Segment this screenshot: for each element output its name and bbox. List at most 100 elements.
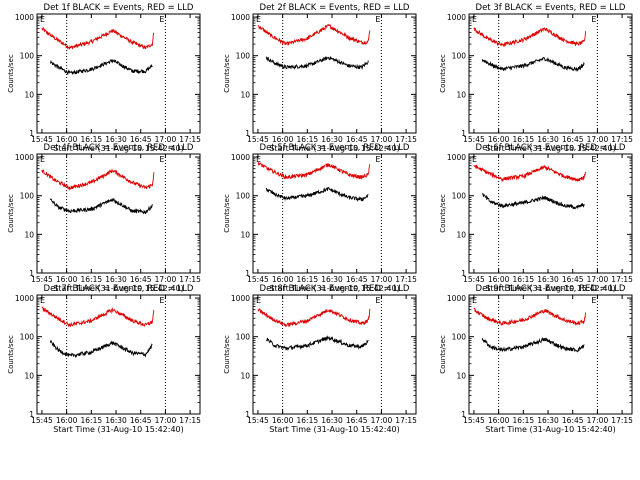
y-tick-label: 1000 xyxy=(447,294,466,303)
y-tick-label: 1 xyxy=(29,129,34,138)
flag-label: E xyxy=(256,155,261,164)
flag-label: E xyxy=(472,155,477,164)
detector-panel-9: Det 9f BLACK = Events, RED = LLD 1 10 100 10… xyxy=(439,284,633,434)
flag-label: E xyxy=(591,15,596,24)
x-tick-label: 16:00 xyxy=(488,275,510,284)
series-line-lld xyxy=(41,169,155,191)
series-line-lld xyxy=(473,164,587,183)
y-tick-label: 100 xyxy=(452,52,467,61)
x-tick-label: 17:15 xyxy=(611,416,633,425)
flag-label: E xyxy=(159,15,164,24)
x-tick-label: 16:15 xyxy=(81,135,103,144)
x-tick-label: 16:45 xyxy=(346,416,368,425)
y-tick-label: 100 xyxy=(236,52,251,61)
x-tick-label: 16:00 xyxy=(488,416,510,425)
series-line-events xyxy=(481,56,585,73)
flag-label: E xyxy=(472,296,477,305)
y-axis-label: Counts/sec xyxy=(439,335,447,374)
x-tick-label: 17:15 xyxy=(611,135,633,144)
plot-frame xyxy=(468,153,633,274)
flag-label: E xyxy=(591,296,596,305)
x-axis-label: Start Time (31-Aug-10 15:42:40) xyxy=(53,284,184,293)
y-tick-label: 100 xyxy=(20,333,35,342)
plot-frame xyxy=(252,294,417,415)
x-axis-label: Start Time (31-Aug-10 15:42:40) xyxy=(485,284,616,293)
flag-label: E xyxy=(159,296,164,305)
x-tick-label: 16:45 xyxy=(562,275,584,284)
y-axis-label: Counts/sec xyxy=(223,194,231,233)
y-tick-label: 100 xyxy=(20,52,35,61)
x-tick-label: 15:45 xyxy=(31,135,53,144)
y-tick-label: 1000 xyxy=(231,13,250,22)
x-tick-label: 16:30 xyxy=(537,275,559,284)
x-tick-label: 17:00 xyxy=(371,135,393,144)
y-tick-label: 1 xyxy=(29,269,34,278)
x-tick-label: 16:45 xyxy=(130,275,152,284)
y-tick-label: 100 xyxy=(452,192,467,201)
series-line-lld xyxy=(257,161,371,180)
series-line-events xyxy=(49,197,153,215)
y-tick-label: 1000 xyxy=(447,153,466,162)
flag-label: E xyxy=(256,296,261,305)
series-line-lld xyxy=(473,27,587,48)
y-tick-label: 10 xyxy=(240,90,250,99)
x-tick-label: 16:30 xyxy=(105,275,127,284)
x-tick-label: 17:00 xyxy=(587,416,609,425)
x-tick-label: 16:15 xyxy=(513,416,535,425)
x-axis-label: Start Time (31-Aug-10 15:42:40) xyxy=(485,144,616,153)
x-tick-label: 15:45 xyxy=(31,416,53,425)
x-tick-label: 16:00 xyxy=(272,135,294,144)
x-tick-label: 17:15 xyxy=(395,275,417,284)
x-tick-label: 15:45 xyxy=(31,275,53,284)
y-tick-label: 10 xyxy=(24,230,34,239)
x-tick-label: 17:15 xyxy=(179,135,201,144)
x-tick-label: 17:15 xyxy=(179,416,201,425)
x-tick-label: 16:00 xyxy=(272,275,294,284)
series-line-events xyxy=(265,186,369,203)
x-tick-label: 16:00 xyxy=(56,135,78,144)
detector-panel-4: Det 4f BLACK = Events, RED = LLD 1 10 100 10… xyxy=(7,143,201,293)
x-tick-label: 16:45 xyxy=(562,416,584,425)
panel-title: Det 6f BLACK = Events, RED = LLD xyxy=(476,143,626,153)
x-tick-label: 16:15 xyxy=(297,135,319,144)
x-tick-label: 15:45 xyxy=(463,135,485,144)
y-tick-label: 10 xyxy=(456,371,466,380)
y-tick-label: 1000 xyxy=(15,153,34,162)
plot-frame xyxy=(36,294,201,415)
x-tick-label: 15:45 xyxy=(463,416,485,425)
flag-label: E xyxy=(472,15,477,24)
y-tick-label: 1000 xyxy=(231,153,250,162)
y-axis-label: Counts/sec xyxy=(223,54,231,93)
flag-label: E xyxy=(159,155,164,164)
series-line-lld xyxy=(257,307,371,328)
detector-panel-6: Det 6f BLACK = Events, RED = LLD 1 10 100 10… xyxy=(439,143,633,293)
y-tick-label: 1000 xyxy=(447,13,466,22)
y-axis-label: Counts/sec xyxy=(439,54,447,93)
x-tick-label: 16:15 xyxy=(513,275,535,284)
x-tick-label: 17:00 xyxy=(371,416,393,425)
x-tick-label: 17:15 xyxy=(395,416,417,425)
x-tick-label: 16:00 xyxy=(56,275,78,284)
flag-label: E xyxy=(375,296,380,305)
x-tick-label: 17:00 xyxy=(587,275,609,284)
plot-frame xyxy=(468,294,633,415)
x-tick-label: 17:15 xyxy=(395,135,417,144)
y-tick-label: 10 xyxy=(456,230,466,239)
y-tick-label: 100 xyxy=(236,192,251,201)
flag-label: E xyxy=(40,15,45,24)
flag-label: E xyxy=(40,155,45,164)
y-tick-label: 1 xyxy=(245,129,250,138)
plot-frame xyxy=(252,153,417,274)
x-tick-label: 16:15 xyxy=(513,135,535,144)
y-tick-label: 1000 xyxy=(15,13,34,22)
x-tick-label: 17:00 xyxy=(371,275,393,284)
x-axis-label: Start Time (31-Aug-10 15:42:40) xyxy=(269,284,400,293)
plot-frame xyxy=(252,13,417,134)
x-tick-label: 16:30 xyxy=(537,416,559,425)
y-tick-label: 1000 xyxy=(231,294,250,303)
y-tick-label: 1 xyxy=(461,269,466,278)
x-tick-label: 16:30 xyxy=(537,135,559,144)
y-tick-label: 10 xyxy=(240,371,250,380)
y-tick-label: 1 xyxy=(245,269,250,278)
detector-panel-3: Det 3f BLACK = Events, RED = LLD 1 10 100 10… xyxy=(439,3,633,153)
